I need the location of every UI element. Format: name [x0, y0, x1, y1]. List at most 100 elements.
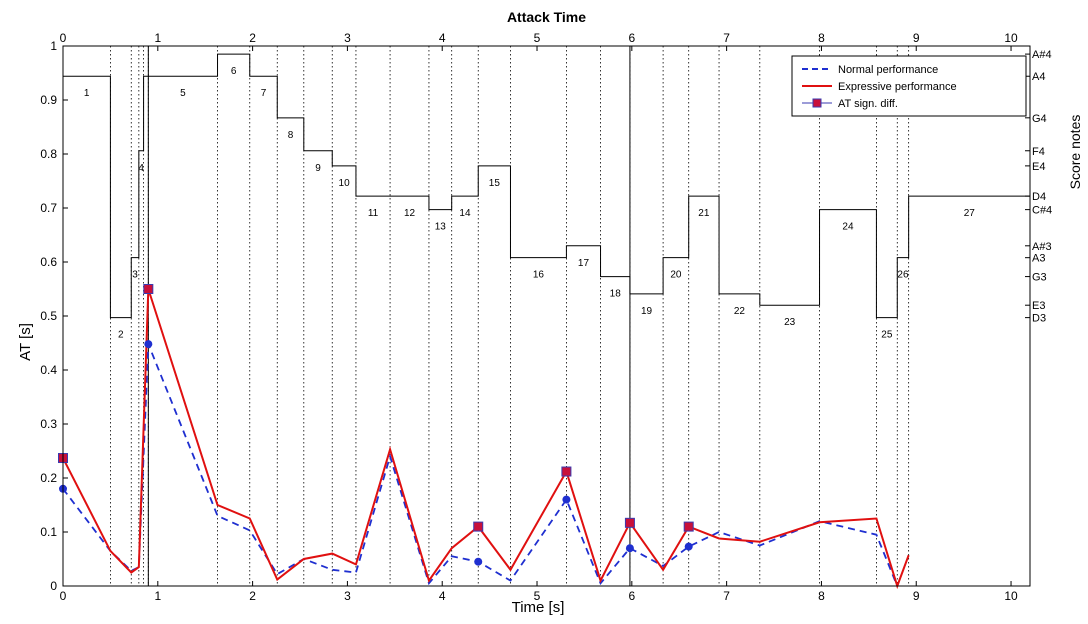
x-tick-label-bottom: 0	[60, 589, 67, 603]
y-tick-label: 0.9	[40, 93, 57, 107]
expressive-sig-marker	[143, 284, 154, 294]
score-note-number: 8	[288, 130, 294, 141]
note-label: D4	[1032, 191, 1046, 203]
x-tick-label-top: 3	[344, 31, 351, 45]
note-label: F4	[1032, 146, 1045, 158]
y-tick-label: 0.1	[40, 525, 57, 539]
x-tick-label-bottom: 9	[913, 589, 920, 603]
score-note-number: 27	[964, 208, 976, 219]
expressive-sig-marker	[473, 521, 484, 532]
x-tick-label-top: 9	[913, 31, 920, 45]
note-label: G4	[1032, 113, 1047, 125]
note-label: G3	[1032, 272, 1047, 284]
x-tick-label-top: 6	[628, 31, 635, 45]
note-label: E3	[1032, 300, 1045, 312]
score-note-number: 2	[118, 330, 124, 341]
x-axis-label: Time [s]	[512, 599, 565, 616]
score-note-number: 24	[842, 222, 854, 233]
y-tick-label: 0.8	[40, 147, 57, 161]
expressive-performance-line	[62, 288, 910, 590]
note-label: A#4	[1032, 49, 1052, 61]
normal-sig-marker	[562, 495, 571, 504]
score-note-number: 7	[261, 88, 267, 99]
expressive-sig-marker	[683, 521, 694, 532]
note-label: D3	[1032, 313, 1046, 325]
y-tick-label: 0	[50, 579, 57, 593]
x-tick-label-top: 4	[439, 31, 446, 45]
expressive-sig-marker	[624, 517, 635, 528]
y-tick-label: 1	[50, 39, 57, 53]
score-note-number: 22	[734, 306, 746, 317]
note-label: A4	[1032, 71, 1045, 83]
score-note-number: 3	[132, 270, 138, 281]
expressive-sig-marker	[561, 466, 572, 477]
y-axis-label: AT [s]	[17, 323, 34, 361]
x-tick-label-bottom: 6	[628, 589, 635, 603]
x-tick-label-bottom: 1	[154, 589, 161, 603]
score-note-number: 17	[578, 258, 590, 269]
x-tick-label-top: 10	[1004, 31, 1018, 45]
normal-sig-marker	[474, 557, 483, 566]
x-tick-label-bottom: 5	[534, 589, 541, 603]
y-tick-label: 0.6	[40, 255, 57, 269]
y-tick-label: 0.7	[40, 201, 57, 215]
score-note-number: 13	[435, 222, 447, 233]
score-note-number: 10	[339, 178, 351, 189]
score-note-number: 11	[368, 208, 379, 219]
legend-text-expressive: Expressive performance	[838, 81, 957, 93]
right-axis-label: Score notes	[1067, 115, 1083, 190]
score-note-number: 15	[489, 178, 501, 189]
legend-text-normal: Normal performance	[838, 64, 938, 76]
y-tick-label: 0.4	[40, 363, 57, 377]
x-tick-label-bottom: 3	[344, 589, 351, 603]
x-tick-label-bottom: 10	[1004, 589, 1018, 603]
score-note-number: 20	[670, 270, 682, 281]
x-tick-label-top: 7	[723, 31, 730, 45]
score-note-number: 4	[138, 163, 144, 174]
strong-boundary-lines	[147, 46, 631, 586]
axis-ticks: 00112233445566778899101000.10.20.30.40.5…	[40, 31, 1018, 603]
y-tick-label: 0.3	[40, 417, 57, 431]
x-tick-label-top: 2	[249, 31, 256, 45]
x-tick-label-bottom: 2	[249, 589, 256, 603]
score-note-number: 26	[897, 270, 909, 281]
normal-sig-marker	[684, 542, 693, 551]
normal-performance-line	[62, 343, 899, 587]
x-tick-label-top: 1	[154, 31, 161, 45]
score-note-number: 18	[610, 289, 622, 300]
score-note-number: 19	[641, 306, 653, 317]
x-tick-label-top: 0	[60, 31, 67, 45]
score-note-number: 1	[84, 88, 90, 99]
score-note-number: 25	[881, 330, 893, 341]
legend-marker-sig-diff	[812, 98, 822, 108]
y-tick-label: 0.2	[40, 471, 57, 485]
score-note-number: 14	[459, 208, 471, 219]
x-tick-label-bottom: 8	[818, 589, 825, 603]
score-step-path	[63, 53, 1030, 319]
score-note-number: 12	[404, 208, 416, 219]
score-note-number: 5	[180, 88, 186, 99]
x-tick-label-top: 8	[818, 31, 825, 45]
series-layer	[62, 288, 910, 590]
score-note-number: 21	[698, 208, 710, 219]
y-tick-label: 0.5	[40, 309, 57, 323]
score-step-line	[63, 53, 1030, 319]
score-note-number: 23	[784, 317, 796, 328]
score-note-number: 9	[315, 163, 321, 174]
note-label: E4	[1032, 161, 1045, 173]
score-note-number: 16	[533, 270, 545, 281]
normal-sig-marker	[144, 340, 153, 349]
note-boundary-lines	[110, 46, 910, 586]
legend-text-sig-diff: AT sign. diff.	[838, 98, 898, 110]
note-label: C#4	[1032, 205, 1052, 217]
x-tick-label-top: 5	[534, 31, 541, 45]
sig-diff-markers	[58, 284, 694, 566]
note-label: A#3	[1032, 241, 1052, 253]
x-tick-label-bottom: 7	[723, 589, 730, 603]
chart-title: Attack Time	[507, 9, 586, 25]
normal-sig-marker	[625, 544, 634, 553]
note-label: A3	[1032, 253, 1045, 265]
